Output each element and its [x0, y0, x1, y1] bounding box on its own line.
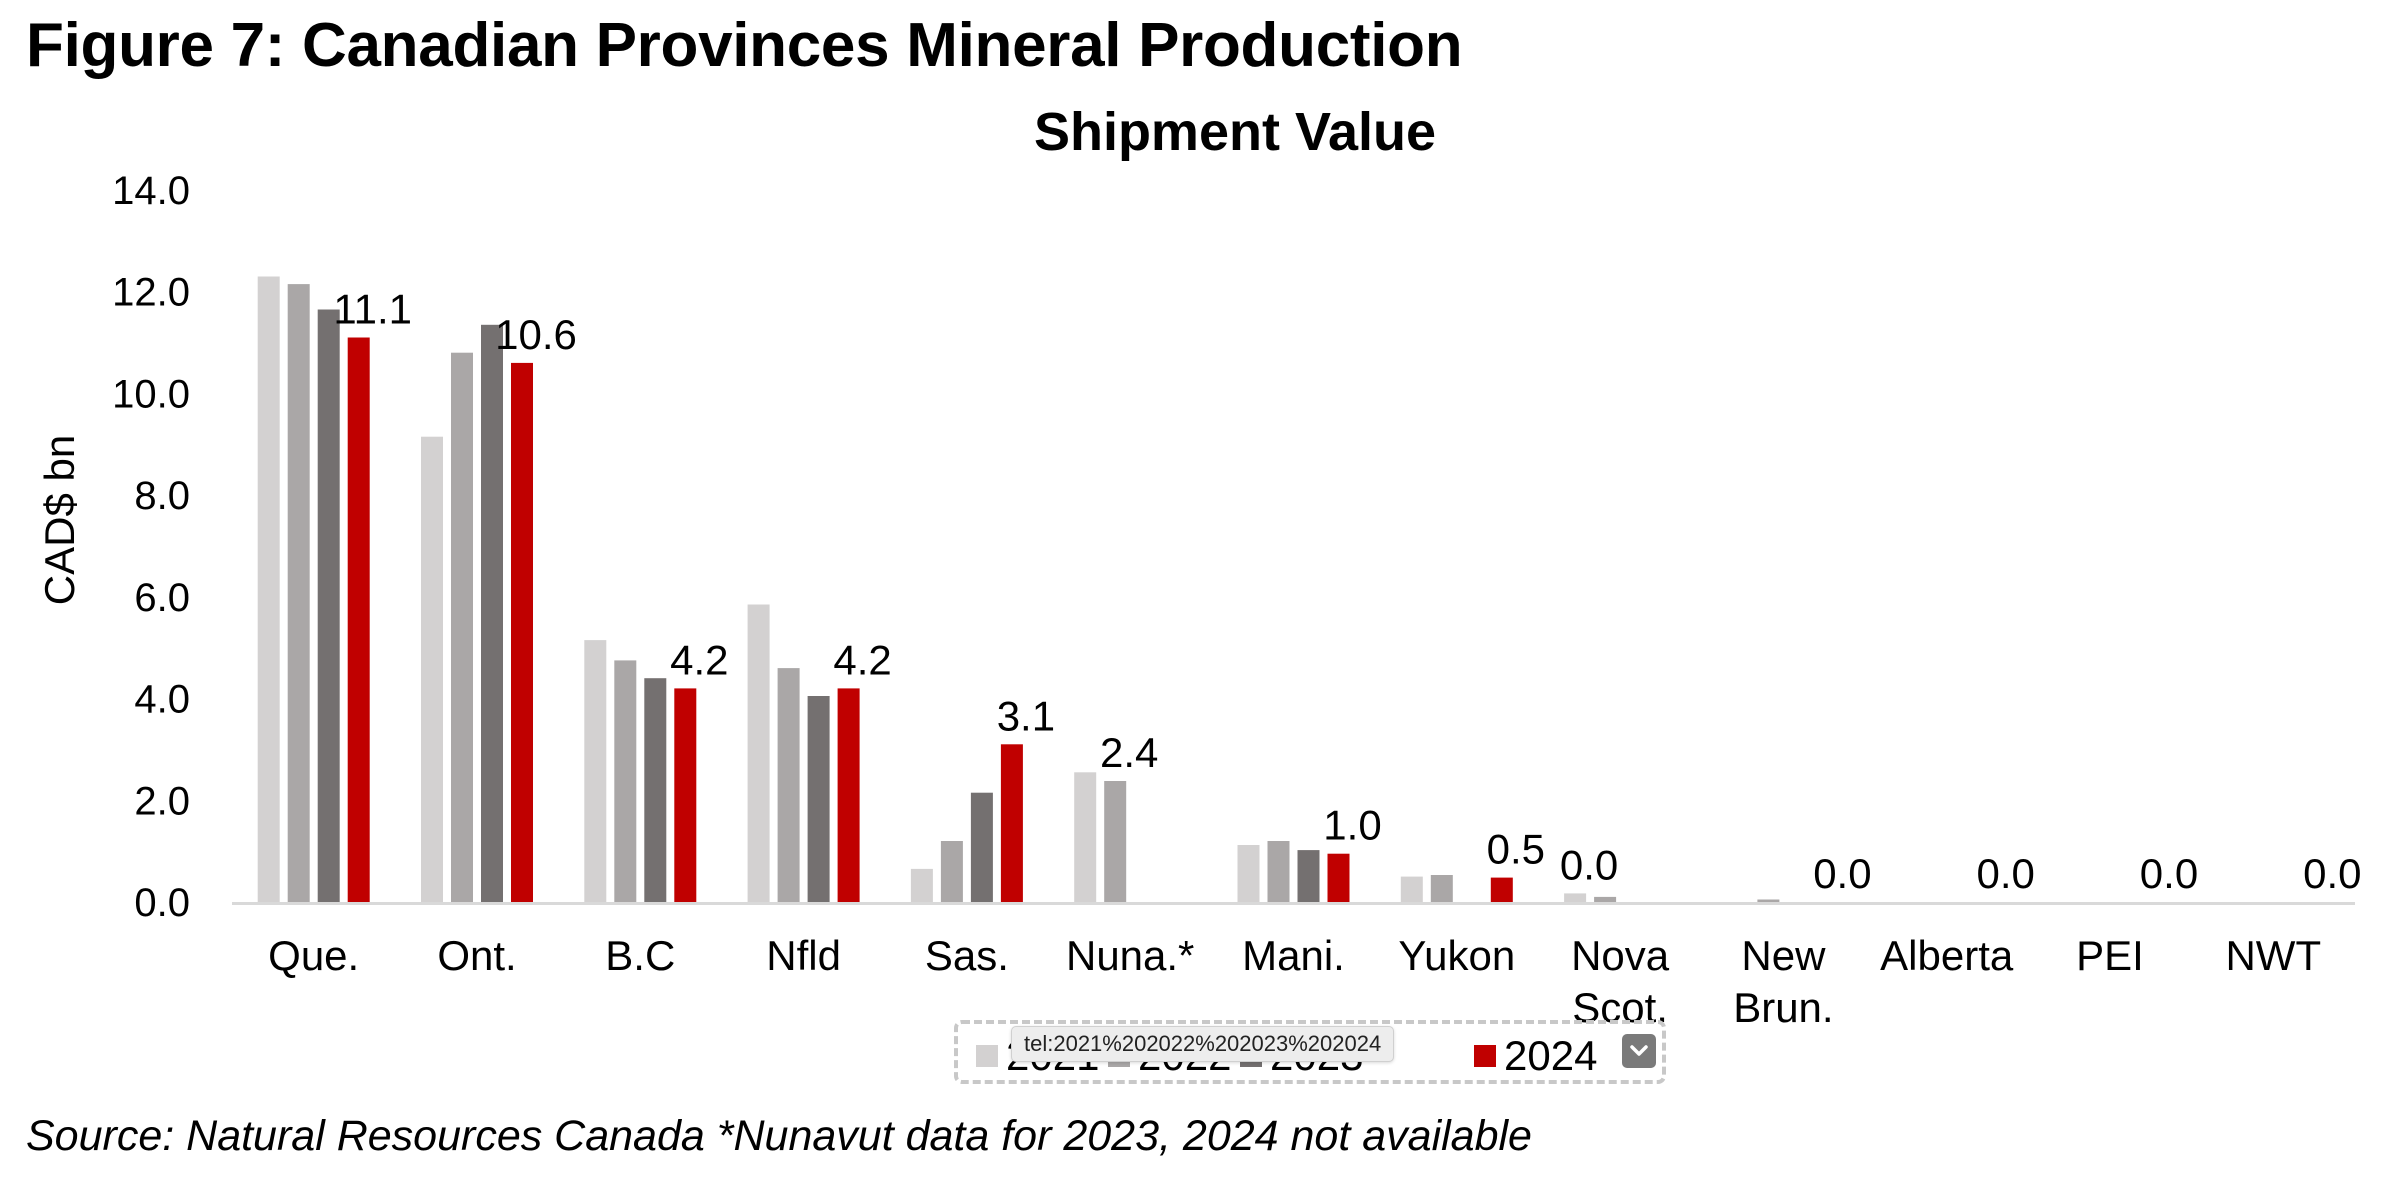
bar-2021-que: [257, 276, 280, 902]
y-axis-title: CAD$ bn: [36, 435, 83, 605]
bar-2024-sas: [1000, 744, 1023, 902]
y-tick-label: 0.0: [134, 881, 190, 925]
data-labels-group: 11.1 10.6 4.2 4.2 3.1 2.4 1.0 0.5 0.0 0.0 0.0 0.0 0.…: [333, 286, 2361, 898]
data-label: 0.5: [1487, 826, 1545, 873]
x-category-label: Que.: [268, 932, 359, 979]
data-label: 11.1: [333, 286, 412, 333]
x-category-label: B.C: [605, 932, 675, 979]
bar-2022-bc: [614, 660, 637, 902]
legend-item-2024[interactable]: 2024: [1474, 1034, 1597, 1078]
bar-2022-nuna: [1104, 781, 1127, 902]
chart-title: Shipment Value: [1034, 102, 1436, 162]
legend-dropdown-button[interactable]: [1622, 1034, 1656, 1068]
x-category-label: Brun.: [1733, 984, 1833, 1031]
x-category-label: PEI: [2076, 932, 2144, 979]
bar-2021-bc: [584, 640, 607, 902]
bar-2022-yukon: [1430, 875, 1453, 902]
x-category-label: Alberta: [1880, 932, 2014, 979]
bar-2024-ont: [511, 362, 533, 902]
bar-2021-nfld: [747, 604, 770, 902]
bar-2023-que: [317, 309, 340, 902]
data-label: 4.2: [670, 636, 728, 683]
bar-2022-novascot: [1594, 896, 1617, 902]
bar-2021-yukon: [1400, 876, 1423, 902]
figure-title: Figure 7: Canadian Provinces Mineral Pro…: [26, 11, 1463, 80]
bar-2022-ont: [451, 352, 473, 902]
bar-2021-sas: [910, 868, 933, 902]
bar-2022-que: [287, 284, 310, 903]
y-tick-label: 14.0: [112, 169, 190, 213]
data-label: 10.6: [495, 311, 577, 358]
bar-2023-mani: [1297, 850, 1320, 902]
legend-swatch-2021: [976, 1045, 998, 1067]
bar-2023-nfld: [807, 696, 830, 902]
bar-2021-nuna: [1074, 772, 1097, 902]
bar-2021-ont: [421, 436, 443, 902]
legend-tooltip: tel:2021%202022%202023%202024: [1011, 1026, 1395, 1062]
y-tick-label: 4.0: [134, 678, 190, 722]
chevron-down-icon: [1630, 1045, 1648, 1056]
bar-2024-nfld: [837, 688, 860, 902]
bars-group: [257, 276, 1780, 903]
x-category-label: Sas.: [925, 932, 1009, 979]
x-category-label: NWT: [2225, 932, 2321, 979]
data-label: 2.4: [1100, 729, 1158, 776]
y-axis-ticks: 0.0 2.0 4.0 6.0 8.0 10.0 12.0 14.0: [112, 169, 190, 925]
bar-2022-mani: [1267, 841, 1290, 902]
data-label: 3.1: [997, 692, 1055, 739]
y-tick-label: 6.0: [134, 576, 190, 620]
data-label: 0.0: [1813, 850, 1871, 897]
data-label: 0.0: [1977, 850, 2035, 897]
bar-2024-yukon: [1490, 877, 1513, 902]
y-tick-label: 12.0: [112, 271, 190, 315]
x-category-label: Ont.: [437, 932, 516, 979]
bar-2021-novascot: [1564, 893, 1587, 902]
bar-2022-nfld: [777, 668, 800, 902]
bar-2022-newbrun: [1757, 899, 1780, 902]
bar-2024-mani: [1327, 853, 1350, 902]
x-category-label: Nfld: [766, 932, 841, 979]
data-label: 0.0: [2303, 850, 2361, 897]
x-category-label: Yukon: [1398, 932, 1515, 979]
x-category-label: Nuna.*: [1066, 932, 1194, 979]
legend-label-2024: 2024: [1504, 1032, 1598, 1079]
bar-chart: Shipment Value CAD$ bn 0.0 2.0 4.0 6.0 8.0 10…: [36, 102, 2361, 1031]
bar-2024-bc: [674, 688, 697, 902]
bar-2024-que: [347, 337, 370, 902]
legend-swatch-2024: [1474, 1045, 1496, 1067]
x-category-label: Nova: [1571, 932, 1670, 979]
y-tick-label: 8.0: [134, 474, 190, 518]
x-category-label: Mani.: [1242, 932, 1345, 979]
bar-2022-sas: [940, 841, 963, 902]
x-category-label: New: [1741, 932, 1826, 979]
data-label: 4.2: [833, 636, 891, 683]
y-tick-label: 10.0: [112, 372, 190, 416]
data-label: 0.0: [1560, 841, 1618, 888]
y-tick-label: 2.0: [134, 779, 190, 823]
source-note: Source: Natural Resources Canada *Nunavu…: [26, 1112, 1532, 1160]
data-label: 1.0: [1323, 802, 1381, 849]
category-labels-group: Que. Ont. B.C Nfld Sas. Nuna.* Mani. Yukon NovaS…: [268, 932, 2321, 1031]
bar-2023-bc: [644, 678, 667, 902]
bar-2023-ont: [481, 324, 503, 902]
bar-2023-sas: [970, 792, 993, 902]
bar-2021-mani: [1237, 845, 1260, 902]
data-label: 0.0: [2140, 850, 2198, 897]
